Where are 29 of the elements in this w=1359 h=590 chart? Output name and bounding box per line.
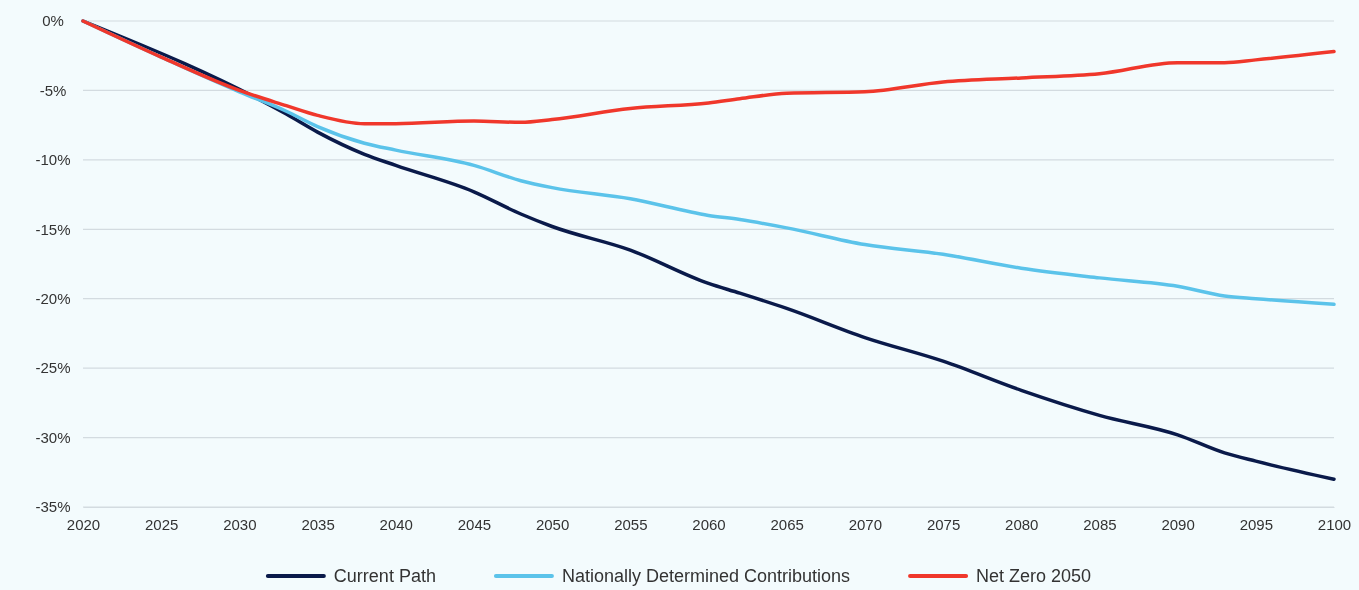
x-tick-label: 2030 (223, 515, 257, 533)
x-tick-label: 2085 (1083, 515, 1117, 533)
y-tick-label: -15% (35, 220, 71, 238)
x-tick-label: 2090 (1161, 515, 1195, 533)
x-tick-label: 2065 (770, 515, 804, 533)
x-tick-label: 2040 (379, 515, 413, 533)
y-tick-label: -30% (35, 428, 71, 446)
x-tick-label: 2075 (926, 515, 961, 533)
x-tick-label: 2100 (1317, 515, 1352, 533)
x-tick-label: 2080 (1005, 515, 1039, 533)
y-tick-label: -10% (35, 151, 71, 169)
x-tick-label: 2055 (614, 515, 648, 533)
y-tick-label: -20% (35, 290, 71, 308)
legend-label: Net Zero 2050 (976, 566, 1092, 586)
y-tick-label: -5% (39, 81, 67, 99)
x-tick-label: 2095 (1239, 515, 1273, 533)
y-tick-label: -25% (35, 359, 71, 377)
x-tick-label: 2060 (692, 515, 726, 533)
y-tick-label: -35% (35, 498, 71, 516)
x-tick-label: 2025 (145, 515, 179, 533)
y-tick-label: 0% (42, 12, 64, 30)
x-tick-label: 2020 (66, 515, 101, 533)
legend-label: Current Path (333, 566, 436, 586)
x-tick-label: 2045 (457, 515, 492, 533)
x-tick-label: 2070 (848, 515, 883, 533)
x-tick-label: 2050 (535, 515, 570, 533)
x-tick-label: 2035 (301, 515, 335, 533)
line-series (81, 19, 1336, 126)
legend-label: Nationally Determined Contributions (561, 566, 851, 586)
